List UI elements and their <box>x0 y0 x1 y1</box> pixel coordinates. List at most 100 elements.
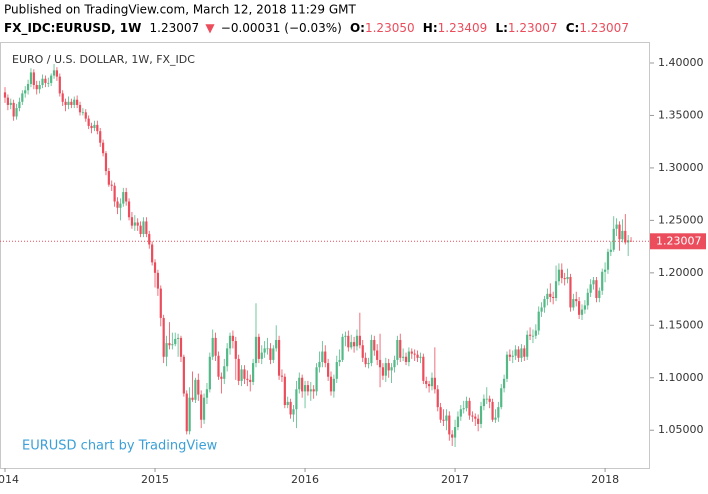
candle-body <box>301 377 304 392</box>
candle-body <box>557 269 561 282</box>
candle-body <box>182 356 185 394</box>
candle-body <box>324 351 327 364</box>
candle-body <box>627 240 630 243</box>
y-tick-label: 1.05000 <box>658 423 704 436</box>
candle-body <box>578 301 581 315</box>
candle-body <box>618 224 621 240</box>
candle-body <box>298 377 301 390</box>
candle-body <box>543 299 546 308</box>
candle-body <box>151 244 154 263</box>
candle-body <box>81 112 84 114</box>
change-arrow: ▼ <box>205 21 215 35</box>
candle-body <box>119 203 122 208</box>
candle-body <box>552 296 555 299</box>
candle-body <box>246 378 249 380</box>
candle-body <box>563 278 566 280</box>
candle-body <box>427 384 431 387</box>
candle-body <box>318 362 321 368</box>
candle-body <box>373 339 376 351</box>
candle-body <box>606 251 610 270</box>
candle-body <box>430 377 434 387</box>
candle-body <box>575 299 578 302</box>
candle-body <box>537 311 540 331</box>
x-tick-label: 2017 <box>441 473 469 486</box>
candle-body <box>136 222 139 226</box>
candle-body <box>283 376 286 406</box>
y-tick-label: 1.20000 <box>658 266 704 279</box>
candle-body <box>228 335 232 349</box>
candle-body <box>583 305 586 310</box>
candle-body <box>217 355 220 377</box>
candle-body <box>231 335 235 342</box>
candle-body <box>12 102 15 117</box>
candle-body <box>407 351 410 363</box>
candle-body <box>399 339 402 358</box>
low-value: 1.23007 <box>508 21 558 35</box>
candle-body <box>67 101 70 105</box>
candle-body <box>508 354 511 357</box>
candle-body <box>387 363 390 371</box>
candle-body <box>621 230 624 240</box>
candle-body <box>226 348 229 367</box>
candle-body <box>312 389 315 392</box>
candle-body <box>185 393 188 432</box>
candle-body <box>448 415 451 435</box>
candle-body <box>352 342 356 347</box>
candle-body <box>520 348 523 358</box>
candle-body <box>381 367 385 376</box>
candle-body <box>286 401 289 406</box>
candle-body <box>191 397 194 400</box>
candle-body <box>260 352 263 359</box>
candle-body <box>306 385 310 392</box>
candle-body <box>462 408 465 410</box>
candle-body <box>188 397 191 432</box>
candle-body <box>497 407 500 418</box>
candle-body <box>482 398 486 407</box>
candle-body <box>156 272 160 289</box>
candle-body <box>148 234 151 245</box>
candle-body <box>84 112 87 119</box>
candle-body <box>528 334 532 336</box>
low-label: L: <box>495 21 507 35</box>
candle-body <box>93 124 96 129</box>
candle-body <box>47 82 50 84</box>
high-value: 1.23409 <box>438 21 488 35</box>
candle-body <box>263 348 266 353</box>
candle-body <box>266 348 269 350</box>
candle-body <box>29 72 33 84</box>
y-tick-label: 1.30000 <box>658 161 704 174</box>
candle-body <box>168 343 171 346</box>
last-price-box <box>650 233 706 250</box>
candle-body <box>58 76 61 94</box>
candle-body <box>44 78 47 83</box>
candle-body <box>329 376 333 392</box>
candle-body <box>410 351 413 354</box>
candle-body <box>165 343 168 357</box>
candle-body <box>171 344 174 346</box>
candle-body <box>197 379 200 395</box>
candle-body <box>249 379 252 382</box>
candle-body <box>254 336 258 364</box>
candle-body <box>479 406 483 424</box>
candle-body <box>396 339 399 360</box>
candle-body <box>145 221 148 235</box>
candle-body <box>465 400 468 409</box>
y-tick-label: 1.10000 <box>658 371 704 384</box>
candle-body <box>615 224 618 229</box>
candle-body <box>500 388 503 408</box>
candle-body <box>393 359 396 368</box>
candle-body <box>341 336 344 360</box>
candle-body <box>554 281 558 299</box>
candle-body <box>580 309 584 315</box>
candle-body <box>101 142 105 154</box>
candle-body <box>451 434 454 438</box>
candle-body <box>517 349 520 358</box>
chart-title: EURO / U.S. DOLLAR, 1W, FX_IDC <box>12 53 195 66</box>
candle-body <box>321 351 324 363</box>
candle-body <box>133 222 136 226</box>
candle-body <box>303 385 307 392</box>
candle-body <box>292 409 295 415</box>
candle-body <box>603 269 607 272</box>
candle-body <box>586 292 589 306</box>
